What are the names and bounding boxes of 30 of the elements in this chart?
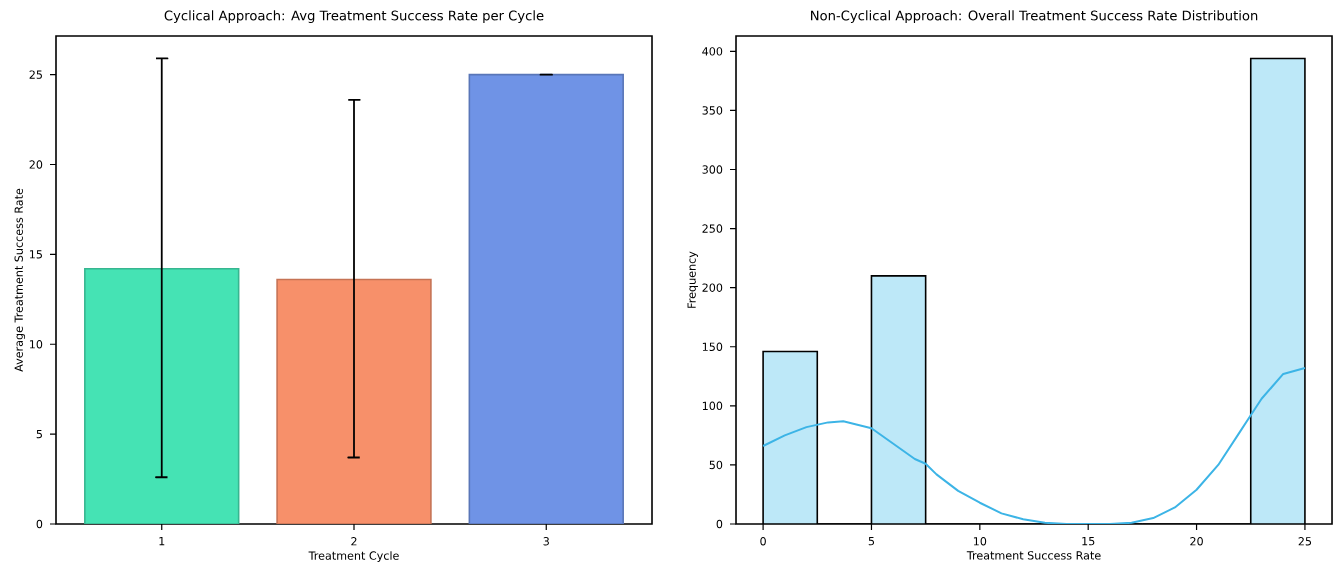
y-tick-label: 20 [29, 160, 43, 169]
y-tick-label: 250 [702, 224, 723, 233]
y-axis-title: Frequency [687, 251, 698, 308]
x-tick-label: 25 [1298, 537, 1312, 546]
x-tick-label: 0 [760, 537, 766, 546]
y-axis-title: Average Treatment Success Rate [14, 188, 26, 372]
x-tick-label: 2 [351, 537, 357, 546]
x-tick-label: 1 [159, 537, 165, 546]
x-tick-label: 15 [1082, 537, 1095, 546]
chart-title: Non-Cyclical Approach: Overall Treatment Success Rate Distribution [811, 10, 1258, 24]
x-tick-label: 20 [1190, 537, 1203, 546]
x-axis-title: Treatment Success Rate [966, 551, 1101, 560]
y-tick-label: 0 [36, 519, 43, 529]
y-tick-label: 100 [702, 401, 723, 411]
chart-title: Cyclical Approach: Avg Treatment Success Rate per Cycle [164, 10, 544, 24]
y-tick-label: 50 [709, 460, 723, 470]
y-tick-label: 15 [29, 250, 42, 259]
y-tick-label: 5 [36, 429, 42, 439]
y-tick-label: 0 [716, 519, 723, 529]
x-tick-label: 10 [973, 537, 987, 546]
y-tick-label: 25 [29, 70, 42, 79]
x-tick-label: 3 [543, 537, 549, 546]
x-tick-label: 5 [868, 537, 875, 546]
y-tick-label: 150 [702, 342, 723, 351]
y-tick-label: 200 [702, 283, 723, 292]
x-axis-title: Treatment Cycle [308, 551, 399, 562]
y-tick-label: 10 [29, 340, 43, 349]
y-tick-label: 400 [702, 47, 723, 56]
y-tick-label: 350 [702, 106, 723, 115]
y-tick-label: 300 [702, 165, 723, 174]
